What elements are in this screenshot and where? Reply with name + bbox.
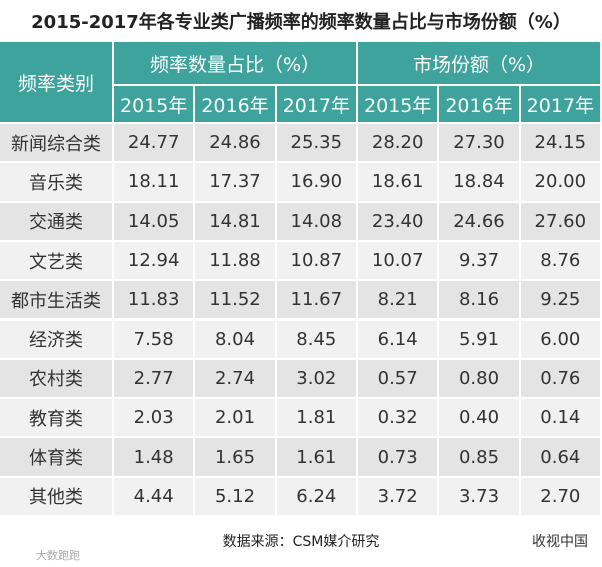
cell: 11.52 [195,281,277,321]
cell: 17.37 [195,163,277,203]
row-label: 新闻综合类 [0,124,114,164]
cell: 2.77 [114,359,196,400]
cell: 6.24 [276,477,358,517]
cell: 24.86 [195,124,277,164]
cell: 28.20 [358,124,440,164]
cell: 4.44 [114,477,196,517]
cell: 5.91 [439,320,521,360]
cell: 18.61 [358,163,440,203]
cell: 24.77 [114,124,196,164]
cell: 18.84 [439,163,521,203]
title: 2015-2017年各专业类广播频率的频率数量占比与市场份额（%） [31,12,571,33]
cell: 6.00 [520,320,602,360]
cell: 8.16 [439,281,521,321]
cell: 0.32 [358,399,440,439]
cell: 16.90 [276,163,358,203]
cell: 0.57 [358,359,440,400]
cell: 14.81 [195,202,277,242]
cell: 0.85 [439,438,521,478]
cell: 0.64 [520,438,602,478]
row-label: 农村类 [0,359,114,400]
cell: 11.83 [114,281,196,321]
header-year: 2017年 [520,86,602,124]
cell: 11.88 [195,241,277,282]
header-year: 2015年 [114,86,196,124]
header-year: 2016年 [195,86,277,124]
cell: 1.81 [276,399,358,439]
row-label: 其他类 [0,477,114,517]
cell: 2.01 [195,399,277,439]
header-group: 市场份额（%） [358,42,602,86]
cell: 8.21 [358,281,440,321]
cell: 8.45 [276,320,358,360]
source: 数据来源：CSM媒介研究 [222,534,380,550]
cell: 24.15 [520,124,602,164]
cell: 3.72 [358,477,440,517]
cell: 5.12 [195,477,277,517]
cell: 2.70 [520,477,602,517]
header-cell: 频率类别 [0,42,114,124]
cell: 20.00 [520,163,602,203]
cell: 3.73 [439,477,521,517]
cell: 0.40 [439,399,521,439]
header-year: 2017年 [276,86,358,124]
cell: 2.74 [195,359,277,400]
cell: 12.94 [114,241,196,282]
cell: 27.30 [439,124,521,164]
cell: 11.67 [276,281,358,321]
cell: 23.40 [358,202,440,242]
cell: 0.14 [520,399,602,439]
cell: 1.65 [195,438,277,478]
row-label: 文艺类 [0,241,114,282]
cell: 9.25 [520,281,602,321]
watermark: 大数跑跑 [36,549,80,562]
cell: 3.02 [276,359,358,400]
cell: 2.03 [114,399,196,439]
cell: 0.76 [520,359,602,400]
cell: 0.80 [439,359,521,400]
cell: 7.58 [114,320,196,360]
row-label: 音乐类 [0,163,114,203]
cell: 14.05 [114,202,196,242]
cell: 1.61 [276,438,358,478]
cell: 27.60 [520,202,602,242]
header-year: 2015年 [358,86,440,124]
cell: 14.08 [276,202,358,242]
row-label: 教育类 [0,399,114,439]
cell: 18.11 [114,163,196,203]
cell: 24.66 [439,202,521,242]
cell: 8.76 [520,241,602,282]
row-label: 都市生活类 [0,281,114,321]
cell: 6.14 [358,320,440,360]
cell: 1.48 [114,438,196,478]
cell: 10.07 [358,241,440,282]
row-label: 经济类 [0,320,114,360]
header-group: 频率数量占比（%） [114,42,358,86]
row-label: 交通类 [0,202,114,242]
cell: 9.37 [439,241,521,282]
cell: 25.35 [276,124,358,164]
header-year: 2016年 [439,86,521,124]
watermark: 收视中国 [532,534,588,550]
cell: 0.73 [358,438,440,478]
cell: 8.04 [195,320,277,360]
cell: 10.87 [276,241,358,282]
row-label: 体育类 [0,438,114,478]
